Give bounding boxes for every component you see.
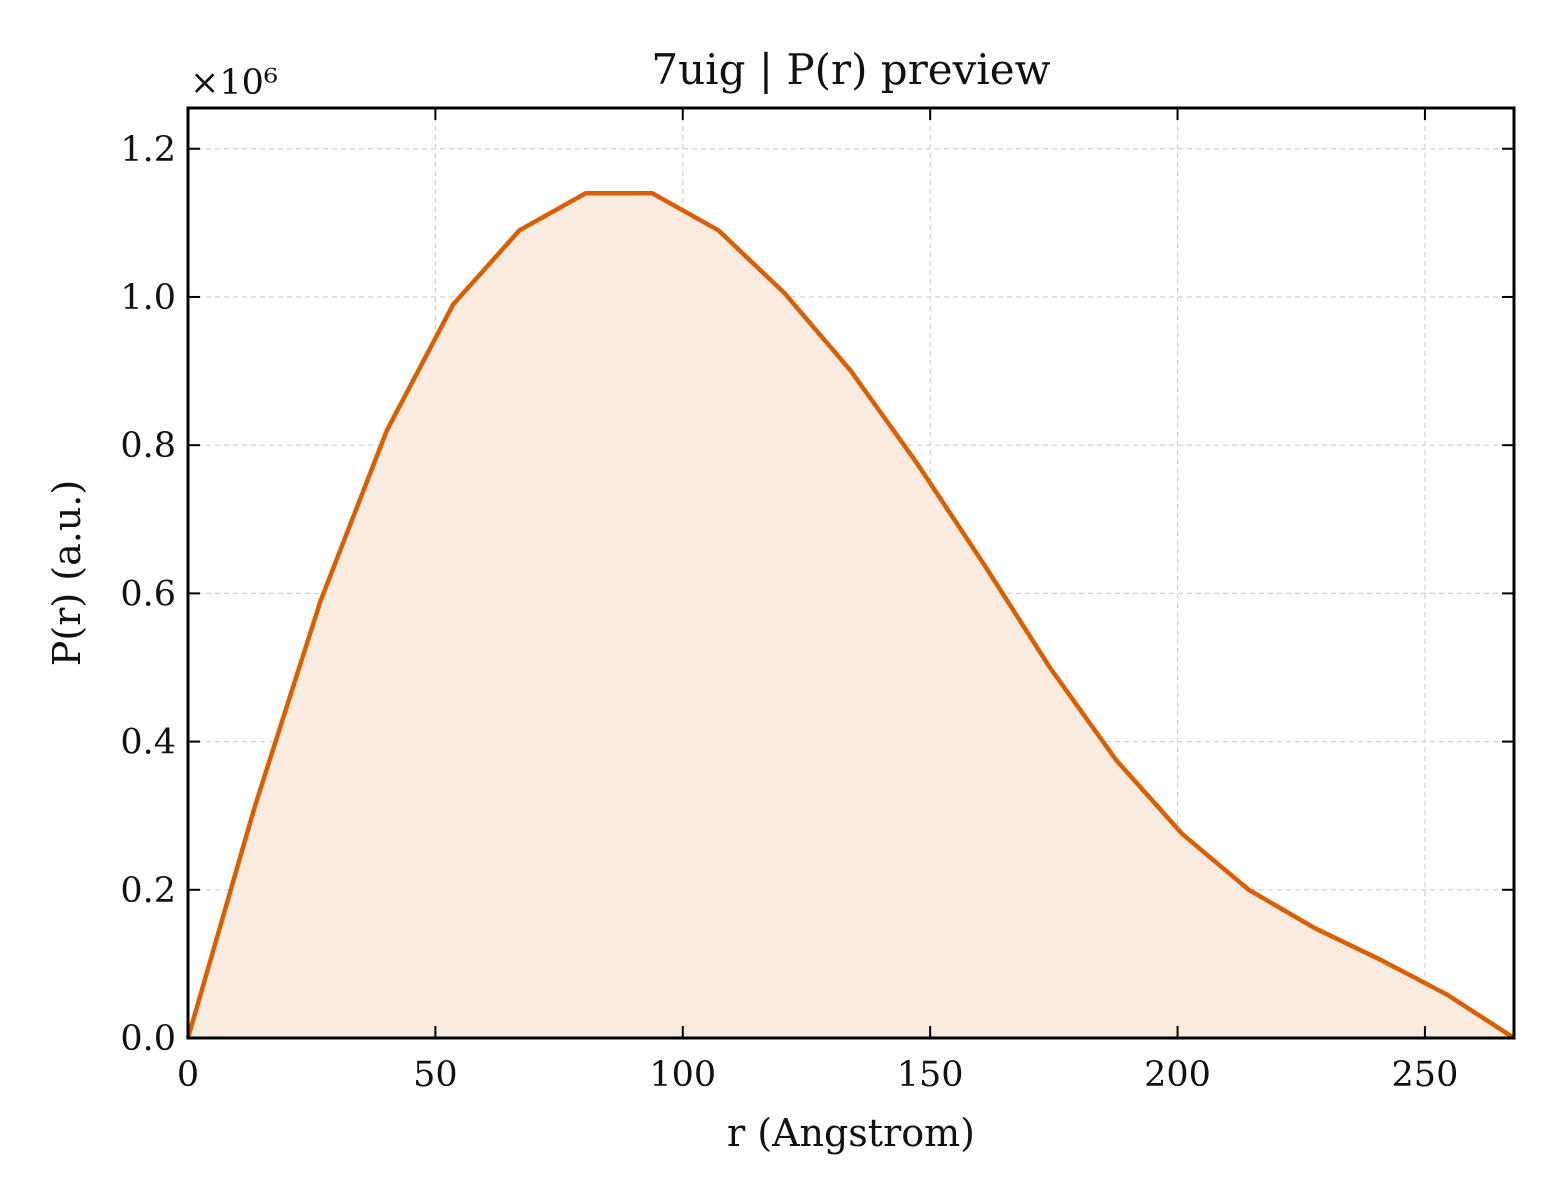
y-tick-label: 0.0 [120,1019,176,1059]
y-tick-label: 0.4 [120,723,176,763]
x-tick-label: 150 [897,1055,964,1095]
x-tick-label: 50 [413,1055,458,1095]
y-tick-label: 0.2 [120,871,176,911]
x-axis-label: r (Angstrom) [727,1111,975,1155]
x-tick-label: 100 [649,1055,716,1095]
x-tick-label: 0 [177,1055,199,1095]
tick-layer [187,108,1514,1039]
y-tick-label: 1.2 [120,130,176,170]
y-axis-label: P(r) (a.u.) [45,480,89,666]
y-tick-label: 1.0 [120,278,176,318]
y-tick-label: 0.8 [120,426,176,466]
chart-title: 7uig | P(r) preview [651,45,1050,94]
plot-frame [186,106,1516,1040]
pr-area-fill [188,193,1514,1038]
x-tick-label: 200 [1144,1055,1211,1095]
pr-series-line [185,190,1516,1040]
y-axis-multiplier: ×10⁶ [190,63,278,103]
x-tick-label: 250 [1392,1055,1459,1095]
y-tick-label: 0.6 [120,574,176,614]
